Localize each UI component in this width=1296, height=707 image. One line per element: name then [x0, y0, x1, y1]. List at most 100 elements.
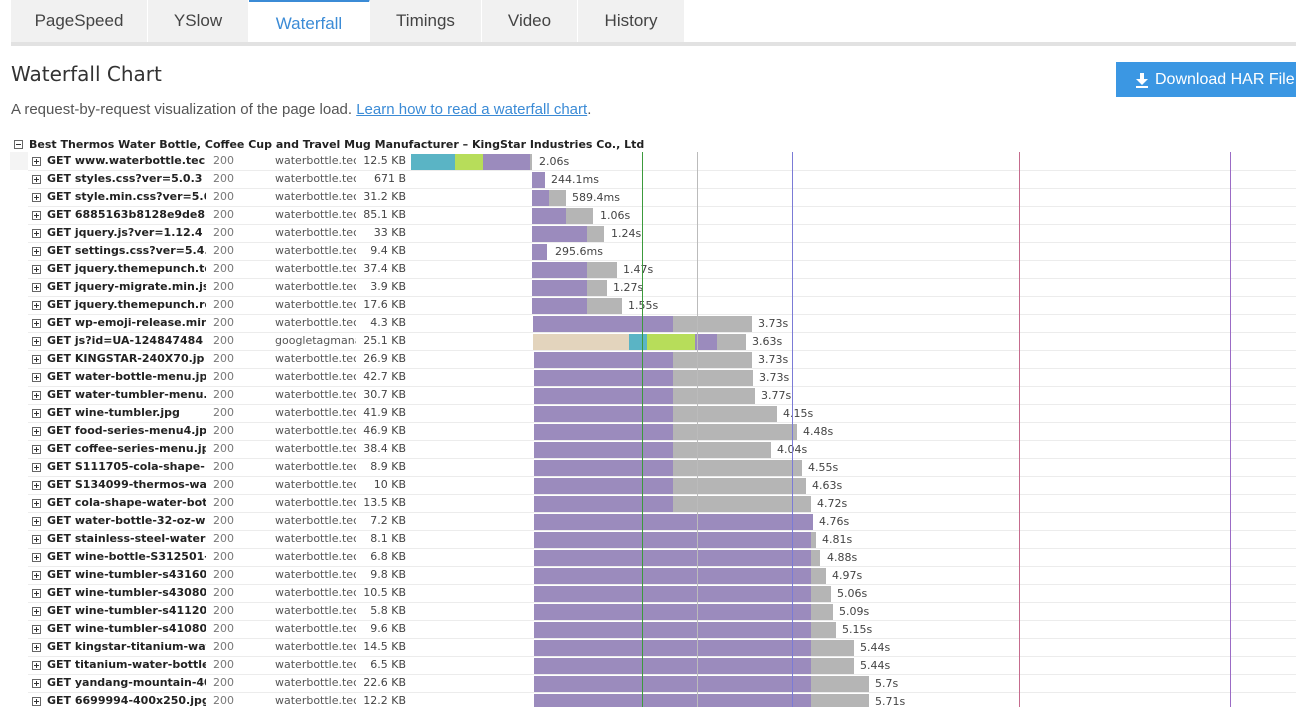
request-status: 200: [213, 172, 234, 185]
request-domain: googletagmanager: [275, 334, 356, 347]
request-domain: waterbottle.tech: [275, 640, 356, 653]
request-url: GET jquery.themepunch.re: [47, 298, 206, 311]
request-row[interactable]: GET coffee-series-menu.jp 200 waterbottle.…: [28, 440, 1296, 459]
expand-icon[interactable]: [32, 409, 41, 418]
request-row[interactable]: GET yandang-mountain-40 200 waterbottle.te…: [28, 674, 1296, 693]
expand-icon[interactable]: [32, 391, 41, 400]
expand-icon[interactable]: [32, 481, 41, 490]
tab-history[interactable]: History: [578, 0, 685, 42]
expand-icon[interactable]: [32, 679, 41, 688]
expand-icon[interactable]: [32, 553, 41, 562]
tab-baseline: [11, 42, 1296, 46]
page-group-header[interactable]: Best Thermos Water Bottle, Coffee Cup an…: [14, 136, 644, 152]
request-row[interactable]: GET KINGSTAR-240X70.jp 200 waterbottle.tec…: [28, 350, 1296, 369]
expand-icon[interactable]: [32, 625, 41, 634]
request-status: 200: [213, 352, 234, 365]
expand-icon[interactable]: [32, 265, 41, 274]
request-row[interactable]: GET wine-tumbler.jpg 200 waterbottle.tech 4…: [28, 404, 1296, 423]
request-status: 200: [213, 154, 234, 167]
expand-icon[interactable]: [32, 319, 41, 328]
tab-yslow[interactable]: YSlow: [148, 0, 249, 42]
expand-icon[interactable]: [32, 607, 41, 616]
request-url: GET wine-tumbler-s41120: [47, 604, 206, 617]
expand-icon[interactable]: [32, 697, 41, 706]
expand-icon[interactable]: [32, 301, 41, 310]
expand-icon[interactable]: [32, 355, 41, 364]
request-domain: waterbottle.tech: [275, 532, 356, 545]
request-row[interactable]: GET kingstar-titanium-wat 200 waterbottle.…: [28, 638, 1296, 657]
expand-icon[interactable]: [32, 229, 41, 238]
request-row[interactable]: GET styles.css?ver=5.0.3 200 waterbottle.t…: [28, 170, 1296, 189]
row-highlight: [10, 152, 28, 170]
request-row[interactable]: GET jquery-migrate.min.js 200 waterbottle.…: [28, 278, 1296, 297]
tab-waterfall[interactable]: Waterfall: [249, 0, 370, 45]
request-row[interactable]: GET water-bottle-menu.jp 200 waterbottle.t…: [28, 368, 1296, 387]
expand-icon[interactable]: [32, 247, 41, 256]
expand-icon[interactable]: [32, 193, 41, 202]
request-status: 200: [213, 244, 234, 257]
request-domain: waterbottle.tech: [275, 568, 356, 581]
request-row[interactable]: GET wine-tumbler-s41080 200 waterbottle.te…: [28, 620, 1296, 639]
request-row[interactable]: GET jquery.themepunch.to 200 waterbottle.t…: [28, 260, 1296, 279]
request-status: 200: [213, 658, 234, 671]
request-row[interactable]: GET style.min.css?ver=5.6 200 waterbottle.…: [28, 188, 1296, 207]
request-size: 12.5 KB: [363, 154, 406, 167]
request-domain: waterbottle.tech: [275, 424, 356, 437]
expand-icon[interactable]: [32, 517, 41, 526]
expand-icon[interactable]: [32, 643, 41, 652]
request-row[interactable]: GET js?id=UA-124847484 200 googletagmanage…: [28, 332, 1296, 351]
request-row[interactable]: GET S111705-cola-shape- 200 waterbottle.te…: [28, 458, 1296, 477]
request-row[interactable]: GET wine-tumbler-s43080 200 waterbottle.te…: [28, 584, 1296, 603]
request-row[interactable]: GET S134099-thermos-wa 200 waterbottle.tec…: [28, 476, 1296, 495]
learn-waterfall-link[interactable]: Learn how to read a waterfall chart: [356, 101, 588, 118]
request-size: 8.9 KB: [370, 460, 406, 473]
expand-icon[interactable]: [32, 427, 41, 436]
request-row[interactable]: GET cola-shape-water-bot 200 waterbottle.t…: [28, 494, 1296, 513]
expand-icon[interactable]: [32, 157, 41, 166]
expand-icon[interactable]: [32, 535, 41, 544]
request-size: 14.5 KB: [363, 640, 406, 653]
request-row[interactable]: GET jquery.themepunch.re 200 waterbottle.t…: [28, 296, 1296, 315]
request-domain: waterbottle.tech: [275, 496, 356, 509]
request-row[interactable]: GET water-bottle-32-oz-w 200 waterbottle.t…: [28, 512, 1296, 531]
expand-icon[interactable]: [32, 661, 41, 670]
expand-icon[interactable]: [32, 175, 41, 184]
request-row[interactable]: GET stainless-steel-water- 200 waterbottle…: [28, 530, 1296, 549]
tab-timings[interactable]: Timings: [370, 0, 482, 42]
expand-icon[interactable]: [32, 463, 41, 472]
tab-video[interactable]: Video: [482, 0, 578, 42]
request-row[interactable]: GET water-tumbler-menu. 200 waterbottle.te…: [28, 386, 1296, 405]
download-har-button[interactable]: Download HAR File: [1116, 62, 1296, 97]
collapse-icon[interactable]: [14, 139, 23, 149]
request-size: 33 KB: [373, 226, 406, 239]
request-size: 17.6 KB: [363, 298, 406, 311]
expand-icon[interactable]: [32, 211, 41, 220]
request-row[interactable]: GET wine-bottle-S312501- 200 waterbottle.t…: [28, 548, 1296, 567]
expand-icon[interactable]: [32, 589, 41, 598]
expand-icon[interactable]: [32, 571, 41, 580]
request-status: 200: [213, 568, 234, 581]
request-row[interactable]: GET food-series-menu4.jp 200 waterbottle.t…: [28, 422, 1296, 441]
request-size: 30.7 KB: [363, 388, 406, 401]
request-row[interactable]: GET settings.css?ver=5.4. 200 waterbottle.…: [28, 242, 1296, 261]
expand-icon[interactable]: [32, 445, 41, 454]
expand-icon[interactable]: [32, 373, 41, 382]
request-url: GET stainless-steel-water-: [47, 532, 206, 545]
request-row[interactable]: GET wp-emoji-release.min 200 waterbottle.t…: [28, 314, 1296, 333]
request-domain: waterbottle.tech: [275, 586, 356, 599]
expand-icon[interactable]: [32, 337, 41, 346]
request-url: GET styles.css?ver=5.0.3: [47, 172, 203, 185]
request-row[interactable]: GET jquery.js?ver=1.12.4 200 waterbottle.t…: [28, 224, 1296, 243]
request-url: GET www.waterbottle.tech: [47, 154, 206, 167]
request-row[interactable]: GET 6699994-400x250.jpg 200 waterbottle.te…: [28, 692, 1296, 707]
request-row[interactable]: GET wine-tumbler-s41120 200 waterbottle.te…: [28, 602, 1296, 621]
expand-icon[interactable]: [32, 499, 41, 508]
tab-pagespeed[interactable]: PageSpeed: [11, 0, 148, 42]
request-size: 41.9 KB: [363, 406, 406, 419]
request-status: 200: [213, 334, 234, 347]
expand-icon[interactable]: [32, 283, 41, 292]
request-row[interactable]: GET 6885163b8128e9de8 200 waterbottle.tech…: [28, 206, 1296, 225]
request-row[interactable]: GET www.waterbottle.tech 200 waterbottle.t…: [28, 152, 1296, 171]
request-row[interactable]: GET wine-tumbler-s43160 200 waterbottle.te…: [28, 566, 1296, 585]
request-row[interactable]: GET titanium-water-bottle 200 waterbottle.…: [28, 656, 1296, 675]
